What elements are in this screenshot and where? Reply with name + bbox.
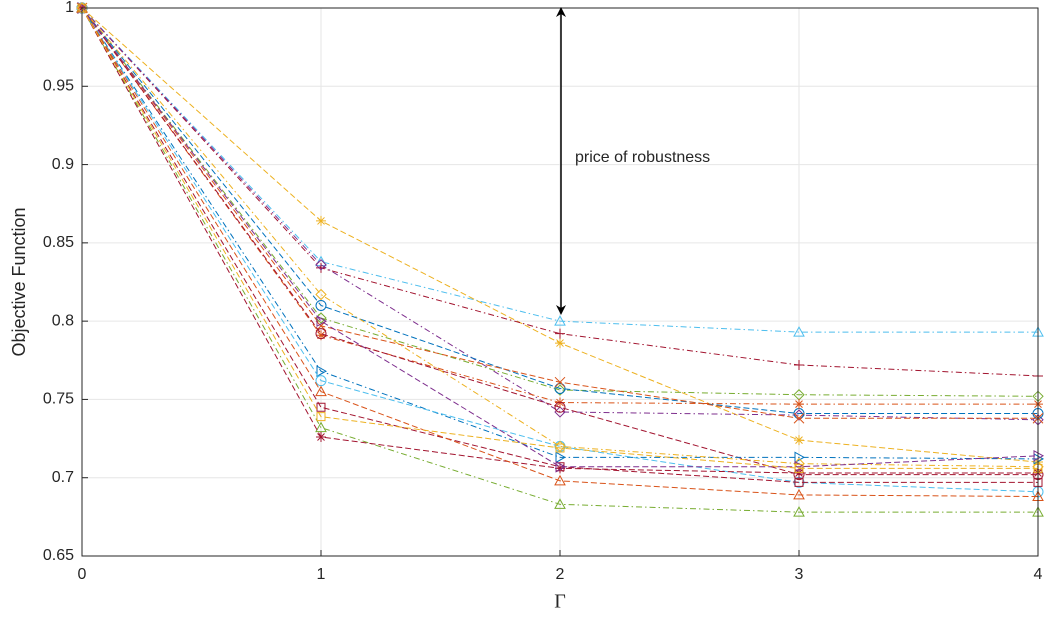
y-tick-label: 0.9 xyxy=(52,156,74,173)
x-tick-label: 4 xyxy=(1034,566,1043,583)
data-point xyxy=(555,338,565,349)
data-point xyxy=(793,488,805,500)
x-tick-label: 2 xyxy=(556,566,565,583)
annotation: price of robustness xyxy=(575,149,710,166)
data-point xyxy=(794,477,804,487)
data-point xyxy=(316,365,328,378)
data-point xyxy=(794,435,804,446)
y-axis-label: Objective Function xyxy=(9,207,29,356)
data-point xyxy=(1032,486,1044,498)
data-point xyxy=(315,259,327,271)
series-line xyxy=(81,7,1039,377)
data-point xyxy=(793,412,805,424)
series-line xyxy=(81,7,1039,460)
y-tick-label: 0.8 xyxy=(52,312,74,329)
data-point xyxy=(555,443,565,453)
data-point xyxy=(315,288,327,301)
data-point xyxy=(315,421,327,433)
data-point xyxy=(793,326,805,337)
data-point xyxy=(794,463,804,473)
x-tick-label: 3 xyxy=(795,566,804,583)
data-point xyxy=(315,385,327,397)
y-tick-label: 1 xyxy=(65,0,74,16)
data-point xyxy=(1033,477,1043,487)
x-axis-label: Γ xyxy=(554,591,566,613)
data-point xyxy=(794,451,806,464)
y-tick-label: 0.95 xyxy=(43,78,74,95)
series-line xyxy=(81,7,1038,513)
series-line xyxy=(81,7,1038,476)
data-point xyxy=(793,506,805,517)
data-point xyxy=(316,330,326,341)
data-point xyxy=(554,384,566,396)
data-point xyxy=(315,328,327,340)
y-tick-label: 0.65 xyxy=(43,547,74,564)
series-line xyxy=(81,7,1038,469)
data-point xyxy=(316,412,326,422)
series-line xyxy=(81,7,1039,498)
data-point xyxy=(1033,463,1043,473)
data-point xyxy=(316,315,328,327)
series-line xyxy=(81,7,1038,333)
data-point xyxy=(554,315,566,326)
data-point xyxy=(316,432,326,443)
data-point xyxy=(794,399,804,410)
plot-area xyxy=(76,1,1045,517)
data-point xyxy=(316,262,326,273)
data-point xyxy=(77,3,87,13)
data-point xyxy=(555,328,565,339)
series-line xyxy=(81,7,1039,493)
data-point xyxy=(555,460,567,473)
data-point xyxy=(554,376,566,388)
data-point xyxy=(554,440,566,453)
y-tick-label: 0.75 xyxy=(43,391,74,408)
series-line xyxy=(81,7,1039,468)
data-point xyxy=(794,468,804,479)
series-line xyxy=(81,7,1038,483)
data-point xyxy=(315,375,327,387)
series-line xyxy=(81,7,1039,468)
data-point xyxy=(315,300,327,311)
data-point xyxy=(554,498,566,509)
series-line xyxy=(81,7,1039,397)
y-tick-label: 0.85 xyxy=(43,234,74,251)
data-point xyxy=(316,402,326,412)
series-line xyxy=(81,7,1038,415)
grid xyxy=(81,7,1039,557)
data-point xyxy=(554,401,566,413)
data-point xyxy=(555,451,567,464)
x-tick-label: 1 xyxy=(317,566,326,583)
data-point xyxy=(316,215,326,226)
x-tick-label: 0 xyxy=(78,566,87,583)
data-point xyxy=(554,474,566,486)
y-tick-label: 0.7 xyxy=(52,469,74,486)
data-point xyxy=(794,359,804,370)
data-point xyxy=(555,463,565,474)
